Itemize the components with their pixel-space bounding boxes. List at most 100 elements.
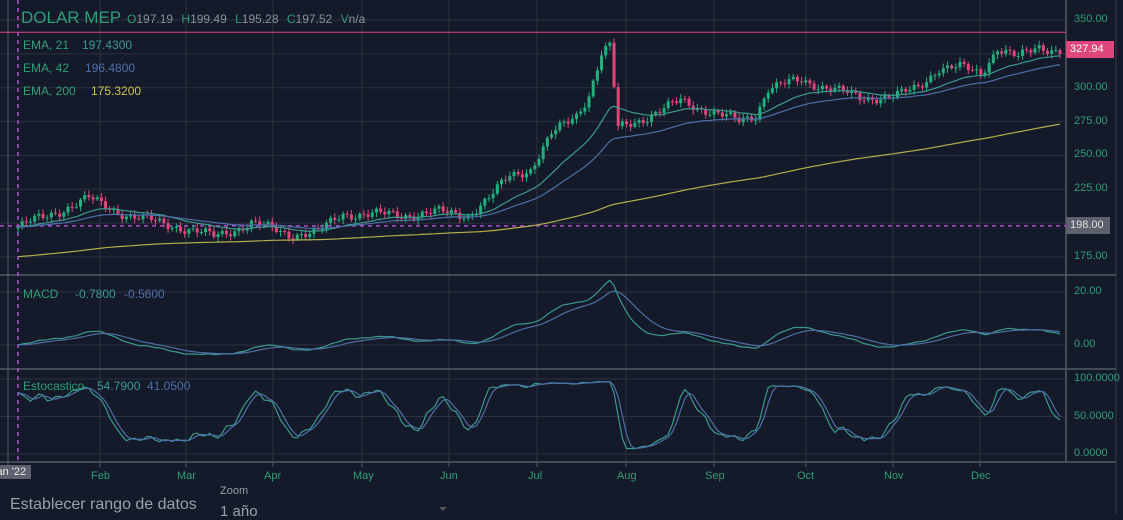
macd-label[interactable]: MACD	[23, 287, 59, 301]
candle-body	[812, 83, 816, 90]
candle-body	[362, 213, 366, 215]
ema42-value: 196.4800	[85, 61, 136, 75]
high-label: H	[181, 12, 191, 26]
candle-body	[429, 213, 433, 215]
candle-body	[337, 219, 341, 221]
candle-body	[775, 82, 779, 89]
candle-body	[279, 230, 283, 233]
candle-body	[1008, 49, 1012, 51]
stoch-axis-label: 50.0000	[1074, 409, 1114, 422]
candle-body	[379, 208, 383, 212]
candle-body	[929, 75, 933, 83]
candle-body	[729, 112, 733, 115]
candle-body	[645, 121, 649, 124]
candle-body	[545, 137, 549, 147]
price-axis-label: 225.00	[1074, 182, 1108, 195]
candle-body	[637, 120, 641, 123]
macd-axis-label: 20.00	[1074, 285, 1102, 297]
candle-body	[920, 86, 924, 88]
ema200-label[interactable]: EMA, 200	[23, 84, 76, 98]
time-axis-label: Nov	[884, 470, 904, 482]
candle-body	[308, 233, 312, 238]
candle-body	[687, 98, 691, 106]
candle-body	[287, 231, 291, 239]
candle-body	[62, 212, 66, 217]
candle-body	[858, 92, 862, 101]
candle-body	[720, 112, 724, 117]
time-axis-label: Oct	[797, 470, 815, 482]
time-axis-label: May	[353, 470, 374, 482]
candle-body	[712, 110, 716, 115]
candle-body	[600, 55, 604, 71]
candle-body	[70, 206, 74, 208]
candle-body	[579, 111, 583, 114]
candle-body	[979, 69, 983, 76]
ema42-label[interactable]: EMA, 42	[23, 61, 70, 75]
candle-body	[370, 212, 374, 217]
candle-body	[950, 65, 954, 69]
candle-body	[424, 211, 428, 214]
price-axis-label: 350.00	[1074, 13, 1108, 25]
candle-body	[354, 218, 358, 220]
candle-body	[783, 83, 787, 85]
candle-body	[633, 122, 637, 127]
data-range-label[interactable]: Establecer rango de datos	[10, 496, 197, 513]
candle-body	[499, 179, 503, 185]
zoom-select[interactable]: 1 año	[220, 500, 450, 520]
candle-body	[1016, 55, 1020, 57]
candle-body	[795, 76, 799, 82]
candle-body	[791, 76, 795, 80]
candle-body	[295, 234, 299, 240]
time-axis-label: Sep	[705, 470, 725, 482]
candle-body	[662, 108, 666, 113]
candle-body	[112, 209, 116, 211]
candle-body	[383, 211, 387, 215]
candle-body	[970, 69, 974, 71]
candle-body	[725, 114, 729, 117]
chevron-down-icon	[439, 507, 447, 511]
candle-body	[975, 69, 979, 71]
candle-body	[495, 184, 499, 194]
candle-body	[258, 221, 262, 226]
candle-body	[904, 89, 908, 92]
candle-body	[854, 90, 858, 93]
candle-body	[629, 124, 633, 127]
candle-body	[1050, 50, 1054, 54]
candle-body	[916, 84, 920, 87]
candle-body	[808, 80, 812, 84]
ema21-label[interactable]: EMA, 21	[23, 38, 70, 52]
candle-body	[124, 216, 128, 220]
candle-body	[958, 61, 962, 68]
price-axis-label: 250.00	[1074, 148, 1108, 161]
candle-body	[487, 198, 491, 200]
macd-value-1: -0.7800	[75, 287, 116, 301]
candle-body	[591, 80, 595, 97]
candle-body	[91, 197, 95, 200]
candle-body	[937, 73, 941, 76]
crosshair-time-tag: Jan '22	[0, 465, 32, 479]
candle-body	[420, 211, 424, 217]
price-axis-label: 275.00	[1074, 114, 1108, 127]
time-axis-label: Jul	[528, 470, 543, 482]
candle-body	[825, 85, 829, 89]
candle-body	[737, 117, 741, 123]
candle-body	[154, 220, 158, 222]
candle-body	[708, 114, 712, 116]
macd-value-2: -0.5600	[124, 287, 165, 301]
candle-body	[1020, 49, 1024, 56]
candle-body	[441, 206, 445, 212]
candle-body	[266, 221, 270, 225]
candle-body	[83, 195, 87, 200]
stoch-value-2: 41.0500	[147, 379, 191, 393]
ema21-line	[17, 55, 1061, 233]
stoch-label[interactable]: Estocastico	[23, 379, 85, 393]
candle-body	[587, 96, 591, 108]
candle-body	[483, 198, 487, 206]
ema200-line	[17, 123, 1061, 258]
candle-body	[800, 81, 804, 83]
candle-body	[733, 112, 737, 118]
candle-body	[24, 221, 28, 223]
candle-body	[349, 214, 353, 220]
candle-body	[991, 54, 995, 63]
